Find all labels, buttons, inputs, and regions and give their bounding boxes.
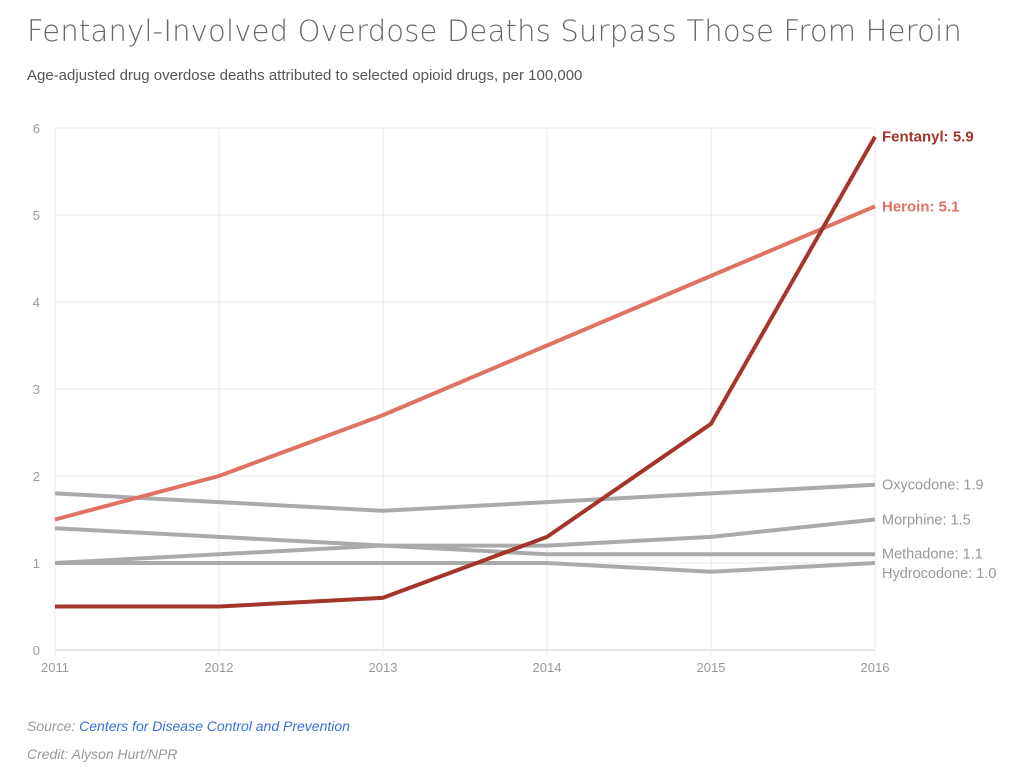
source-line: Source: Centers for Disease Control and …: [27, 718, 350, 734]
x-tick-label: 2012: [205, 660, 234, 675]
series-label-hydrocodone: Hydrocodone: 1.0: [882, 566, 996, 582]
series-label-oxycodone: Oxycodone: 1.9: [882, 478, 984, 494]
series-label-heroin: Heroin: 5.1: [882, 198, 960, 215]
x-tick-label: 2015: [697, 660, 726, 675]
series-line-fentanyl: [55, 135, 877, 609]
series-line-heroin: [54, 204, 876, 522]
x-tick-label: 2016: [861, 660, 890, 675]
series-line-hydrocodone: [55, 561, 876, 574]
series-label-methadone: Methadone: 1.1: [882, 546, 983, 562]
x-tick-label: 2011: [41, 660, 69, 675]
y-tick-label: 1: [33, 556, 40, 571]
source-link[interactable]: Centers for Disease Control and Preventi…: [79, 718, 350, 734]
series-label-fentanyl: Fentanyl: 5.9: [882, 129, 974, 146]
y-tick-label: 2: [33, 469, 40, 484]
series-label-morphine: Morphine: 1.5: [882, 513, 971, 529]
y-tick-label: 0: [33, 643, 40, 658]
series-line-oxycodone: [54, 482, 876, 513]
chart-subtitle: Age-adjusted drug overdose deaths attrib…: [27, 67, 583, 84]
source-label: Source:: [27, 718, 76, 734]
y-tick-label: 5: [33, 208, 40, 223]
x-tick-label: 2014: [533, 660, 562, 675]
credit: Credit: Alyson Hurt/NPR: [27, 746, 178, 762]
chart-title: Fentanyl-Involved Overdose Deaths Surpas…: [27, 14, 962, 48]
y-tick-label: 4: [33, 295, 40, 310]
y-tick-label: 6: [33, 121, 40, 136]
series-line-methadone: [54, 526, 875, 557]
series-line-morphine: [54, 517, 876, 565]
y-tick-label: 3: [33, 382, 40, 397]
x-tick-label: 2013: [369, 660, 398, 675]
